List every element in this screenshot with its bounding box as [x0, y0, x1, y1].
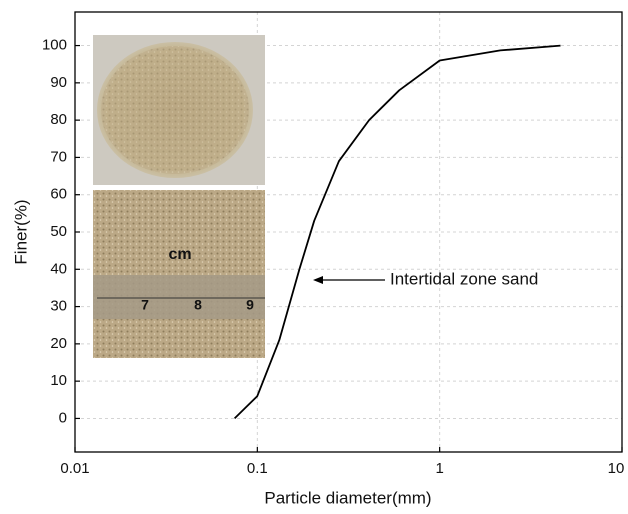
y-tick-label: 90 — [50, 74, 67, 91]
photo-top — [93, 35, 265, 185]
x-tick-label: 0.01 — [60, 460, 89, 477]
photo-unit: cm — [168, 246, 191, 263]
y-tick-label: 10 — [50, 372, 67, 389]
y-tick-label: 60 — [50, 186, 67, 203]
y-tick-label: 50 — [50, 223, 67, 240]
ruler-number: 8 — [194, 297, 202, 313]
annotation-arrowhead — [313, 276, 323, 284]
y-tick-label: 20 — [50, 335, 67, 352]
y-tick-label: 100 — [42, 37, 67, 54]
x-axis-label: Particle diameter(mm) — [264, 488, 431, 507]
curve — [233, 44, 561, 420]
ruler-number: 7 — [141, 297, 149, 313]
x-tick-label: 1 — [435, 460, 443, 477]
y-tick-label: 70 — [50, 148, 67, 165]
y-tick-label: 40 — [50, 260, 67, 277]
ruler-number: 9 — [246, 297, 254, 313]
annotation: Intertidal zone sand — [390, 269, 538, 288]
y-axis-label: Finer(%) — [11, 199, 30, 264]
x-tick-label: 0.1 — [247, 460, 268, 477]
y-tick-label: 0 — [59, 409, 67, 426]
photo-bottom — [93, 190, 265, 358]
x-tick-label: 10 — [608, 460, 625, 477]
y-tick-label: 30 — [50, 298, 67, 315]
y-tick-label: 80 — [50, 111, 67, 128]
